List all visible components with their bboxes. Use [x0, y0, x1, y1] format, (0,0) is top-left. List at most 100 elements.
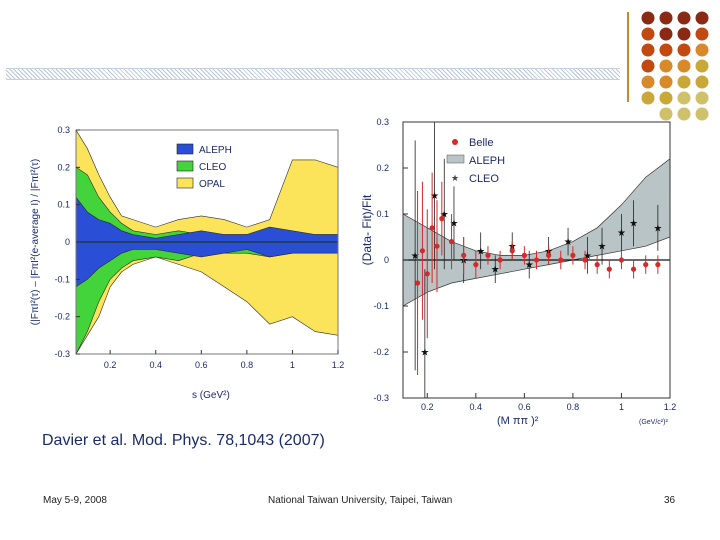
belle-point	[473, 262, 479, 268]
belle-point	[570, 252, 576, 258]
decorative-dot	[677, 43, 691, 57]
legend-aleph-swatch	[446, 154, 465, 164]
decorative-dot	[677, 107, 691, 121]
cleo-point: ★	[583, 251, 592, 262]
decorative-dot	[641, 59, 655, 73]
left-legend-label: CLEO	[199, 162, 226, 173]
belle-point	[533, 257, 540, 263]
decorative-dot	[641, 11, 655, 25]
decorative-dot	[695, 91, 709, 105]
decorative-dot	[677, 75, 691, 89]
right-y-tick-label: -0.1	[373, 301, 389, 311]
right-y-tick-label: -0.2	[373, 347, 389, 357]
cleo-point: ★	[430, 191, 439, 202]
right-x-tick-label: 0.4	[470, 402, 483, 412]
decorative-dot	[659, 11, 673, 25]
right-legend-label: Belle	[469, 137, 493, 149]
decorative-dot	[659, 27, 673, 41]
legend-cleo-marker: ★	[451, 173, 459, 183]
right-y-tick-label: 0.1	[376, 209, 389, 219]
decorative-dot	[695, 107, 709, 121]
decorative-dot	[695, 59, 709, 73]
figure-caption: Davier et al. Mod. Phys. 78,1043 (2007)	[42, 432, 325, 449]
right-x-tick-label: 0.6	[518, 402, 531, 412]
decorative-dot	[677, 91, 691, 105]
left-x-tick-label: 1	[290, 360, 295, 370]
decorative-dot	[695, 75, 709, 89]
belle-point	[429, 225, 435, 231]
data-fit-chart: ★★★★★★★★★★★★★★★★ ★ 0.30.20.10-0.1-0.2-0.3…	[360, 117, 677, 427]
left-legend-swatch	[176, 143, 194, 155]
band-cleo	[76, 166, 338, 354]
left-x-tick-label: 0.2	[104, 360, 117, 370]
cleo-point: ★	[420, 348, 429, 359]
cleo-point: ★	[449, 219, 458, 230]
left-y-tick-label: 0	[65, 237, 70, 247]
left-x-axis-label: s (GeV²)	[192, 390, 230, 401]
left-x-tick-label: 0.4	[149, 360, 162, 370]
decorative-dot	[677, 11, 691, 25]
right-legend-label: ALEPH	[469, 155, 505, 167]
belle-point	[485, 252, 491, 258]
left-legend-label: OPAL	[199, 179, 225, 190]
right-y-tick-label: 0.2	[376, 163, 389, 173]
right-legend: ★ Belle ALEPH CLEO	[446, 137, 505, 185]
right-x-tick-label: 1	[619, 402, 624, 412]
page-number: 36	[664, 495, 676, 506]
right-y-tick-label: 0.3	[376, 117, 389, 127]
cleo-point: ★	[440, 210, 449, 221]
right-y-tick-label: 0	[384, 255, 389, 265]
left-y-tick-label: 0.1	[57, 200, 70, 210]
belle-point	[546, 252, 552, 258]
decorative-dot	[641, 27, 655, 41]
belle-point	[414, 280, 421, 286]
left-y-axis-label: (|FπI²(τ) – |FπI²(e-average I) / |FπI²(τ…	[30, 159, 41, 325]
legend-belle-marker	[452, 139, 458, 145]
right-x-axis-label: (M ππ )²	[497, 415, 539, 427]
belle-point	[448, 239, 455, 245]
footer-venue: National Taiwan University, Taipei, Taiw…	[268, 495, 453, 506]
decorative-dot	[695, 27, 709, 41]
decorative-dot	[695, 43, 709, 57]
decorative-dot-grid	[641, 11, 709, 121]
cleo-point: ★	[411, 251, 420, 262]
decorative-dot	[677, 27, 691, 41]
cleo-point: ★	[617, 228, 626, 239]
left-y-tick-label: -0.1	[54, 274, 70, 284]
right-x-axis-unit: (GeV/c²)²	[639, 419, 668, 426]
decorative-dot	[659, 75, 673, 89]
decorative-dot	[659, 59, 673, 73]
belle-point	[434, 243, 440, 249]
decorative-dot	[677, 59, 691, 73]
belle-point	[558, 257, 564, 263]
left-x-tick-label: 0.8	[241, 360, 254, 370]
belle-point	[655, 262, 661, 268]
decorative-dot	[641, 91, 655, 105]
belle-point	[594, 262, 600, 268]
left-x-tick-label: 1.2	[332, 360, 345, 370]
belle-point	[630, 266, 637, 272]
cleo-point: ★	[525, 260, 534, 271]
belle-point	[582, 257, 588, 263]
decorative-dot	[641, 43, 655, 57]
right-legend-label: CLEO	[469, 173, 499, 185]
cleo-point: ★	[598, 242, 607, 253]
belle-point	[424, 271, 430, 277]
left-legend-swatch	[176, 160, 194, 172]
right-y-axis-label: (Data- Fit)/Fit	[360, 194, 374, 265]
left-y-tick-label: -0.2	[54, 312, 70, 322]
decorative-line	[627, 12, 629, 102]
belle-point	[606, 266, 612, 272]
form-factor-chart: 0.3 0.2 0.1 0 -0.1 -0.2 -0.3 0.2 0.4 0.6 0.8 1 1.2 A…	[30, 125, 345, 401]
right-x-tick-label: 0.8	[567, 402, 580, 412]
belle-point	[521, 252, 527, 258]
cleo-point: ★	[653, 223, 662, 234]
belle-point	[509, 248, 515, 254]
decorative-dot	[695, 11, 709, 25]
cleo-point: ★	[476, 246, 485, 257]
belle-point	[439, 216, 445, 222]
right-x-tick-label: 1.2	[664, 402, 677, 412]
left-y-tick-label: 0.3	[57, 125, 70, 135]
left-legend-label: ALEPH	[199, 145, 232, 156]
cleo-point: ★	[491, 265, 500, 276]
